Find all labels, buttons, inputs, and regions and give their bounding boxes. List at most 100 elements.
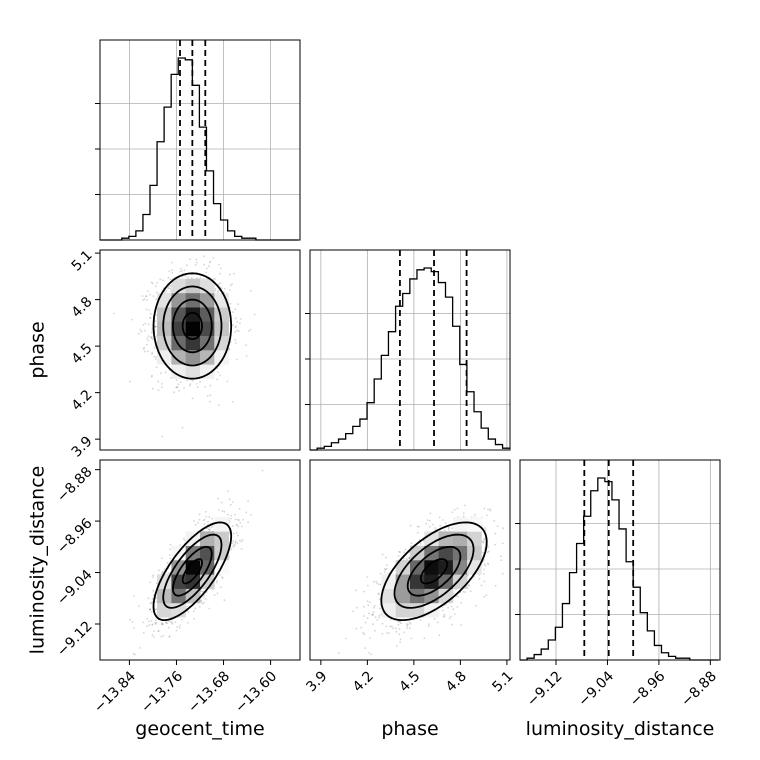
density-cell bbox=[381, 588, 396, 604]
sample-point bbox=[482, 541, 485, 544]
sample-point bbox=[475, 604, 478, 607]
x-axis-label-luminosity_distance: luminosity_distance bbox=[526, 718, 715, 740]
sample-point bbox=[168, 620, 170, 622]
sample-point bbox=[236, 329, 238, 332]
y-tick-label-phase: 4.8 bbox=[69, 294, 96, 321]
sample-point bbox=[381, 622, 384, 625]
sample-point bbox=[205, 515, 208, 518]
sample-point bbox=[391, 627, 394, 629]
sample-point bbox=[219, 282, 222, 285]
sample-point bbox=[368, 612, 371, 615]
x-tick-label-geocent_time: −13.68 bbox=[185, 668, 233, 716]
sample-point bbox=[232, 540, 235, 543]
sample-point bbox=[378, 616, 380, 619]
sample-point bbox=[370, 653, 373, 656]
sample-point bbox=[231, 542, 234, 545]
x-tick-label-phase: 5.1 bbox=[489, 668, 516, 695]
sample-point bbox=[501, 542, 504, 545]
sample-point bbox=[188, 384, 191, 387]
sample-point bbox=[206, 395, 209, 398]
sample-point bbox=[374, 629, 376, 632]
sample-point bbox=[149, 317, 152, 319]
sample-point bbox=[161, 571, 164, 574]
sample-point bbox=[150, 602, 153, 604]
sample-point bbox=[217, 404, 220, 406]
sample-point bbox=[383, 571, 386, 573]
sample-point bbox=[142, 299, 144, 301]
sample-point bbox=[147, 290, 149, 293]
sample-point bbox=[366, 576, 369, 578]
sample-point bbox=[363, 633, 366, 636]
sample-point bbox=[144, 295, 147, 297]
sample-point bbox=[226, 513, 229, 516]
sample-point bbox=[355, 589, 357, 592]
joint-panel-geocent_time-luminosity_distance bbox=[95, 459, 301, 665]
sample-point bbox=[176, 386, 179, 388]
sample-point bbox=[429, 519, 431, 522]
sample-point bbox=[453, 613, 456, 615]
panel-content bbox=[338, 504, 516, 656]
sample-point bbox=[166, 561, 169, 564]
density-cell bbox=[424, 560, 439, 575]
sample-point bbox=[161, 557, 163, 560]
sample-point bbox=[514, 519, 516, 521]
sample-point bbox=[217, 289, 220, 292]
density-cell bbox=[214, 307, 229, 322]
sample-point bbox=[245, 355, 248, 357]
sample-point bbox=[372, 611, 375, 613]
x-tick-label-geocent_time: −13.60 bbox=[232, 668, 280, 716]
sample-point bbox=[204, 598, 207, 601]
sample-point bbox=[360, 626, 363, 629]
sample-point bbox=[406, 625, 409, 627]
density-cell bbox=[157, 321, 172, 336]
sample-point bbox=[432, 523, 434, 526]
sample-point bbox=[133, 627, 136, 629]
sample-point bbox=[367, 604, 370, 607]
sample-point bbox=[371, 614, 374, 617]
sample-point bbox=[199, 277, 202, 279]
sample-point bbox=[236, 321, 239, 323]
sample-point bbox=[154, 623, 157, 625]
sample-point bbox=[186, 379, 188, 382]
sample-point bbox=[167, 276, 170, 279]
joint-panel-geocent_time-phase bbox=[95, 249, 301, 451]
sample-point bbox=[489, 509, 492, 512]
sample-point bbox=[154, 325, 157, 328]
sample-point bbox=[231, 283, 233, 286]
sample-point bbox=[474, 513, 477, 516]
sample-point bbox=[149, 608, 151, 611]
sample-point bbox=[178, 626, 181, 629]
sample-point bbox=[202, 596, 205, 599]
sample-point bbox=[169, 557, 172, 560]
sample-point bbox=[237, 330, 240, 332]
sample-point bbox=[416, 531, 419, 534]
sample-point bbox=[155, 314, 158, 317]
sample-point bbox=[215, 581, 218, 584]
sample-point bbox=[166, 622, 168, 624]
sample-point bbox=[485, 594, 488, 596]
sample-point bbox=[398, 627, 401, 630]
sample-point bbox=[483, 507, 486, 510]
panel-frame bbox=[519, 459, 721, 661]
sample-point bbox=[427, 625, 430, 628]
sample-point bbox=[168, 270, 171, 273]
sample-point bbox=[234, 338, 237, 341]
sample-point bbox=[145, 295, 148, 298]
sample-point bbox=[168, 635, 171, 638]
density-cell bbox=[452, 574, 468, 589]
sample-point bbox=[181, 618, 183, 621]
sample-point bbox=[363, 590, 365, 593]
sample-point bbox=[150, 375, 153, 378]
sample-point bbox=[179, 270, 182, 273]
sample-point bbox=[453, 508, 456, 511]
panel-background bbox=[520, 460, 720, 660]
sample-point bbox=[208, 261, 211, 264]
sample-point bbox=[154, 325, 157, 328]
sample-point bbox=[237, 518, 240, 521]
sample-point bbox=[196, 277, 198, 279]
panel-frame bbox=[309, 459, 511, 661]
sample-point bbox=[425, 522, 428, 525]
sample-point bbox=[400, 622, 403, 625]
sample-point bbox=[152, 574, 155, 577]
